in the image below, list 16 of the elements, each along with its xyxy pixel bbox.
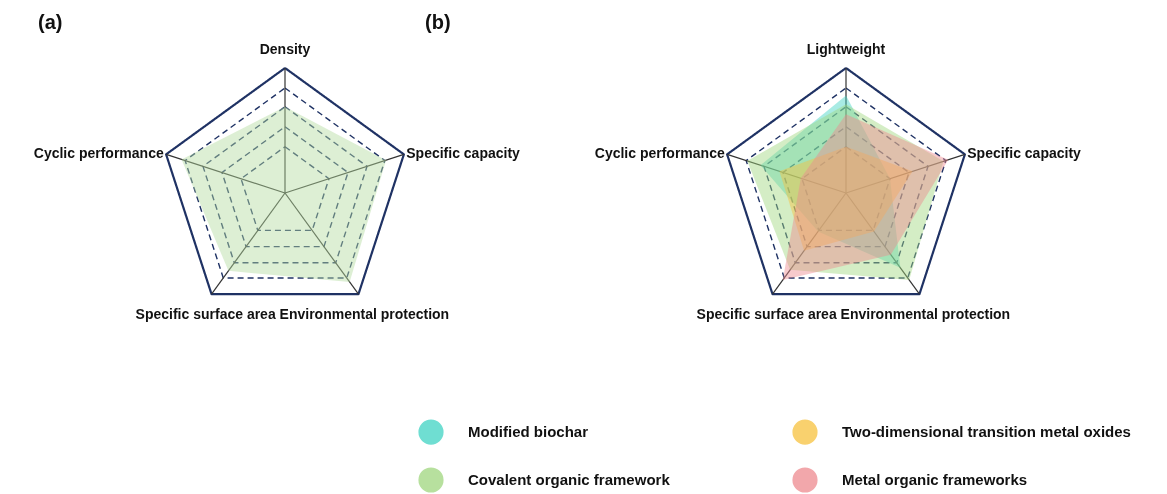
spoke-label: Lightweight (806, 40, 886, 57)
spoke-label: Specific capacity (967, 144, 1082, 161)
legend-label: Two-dimensional transition metal oxides (842, 423, 1131, 441)
spoke-label: Environmental protection (840, 306, 1011, 323)
spoke-label: Density (259, 40, 311, 57)
spoke-label: Specific capacity (406, 144, 521, 161)
legend-label: Metal organic frameworks (842, 471, 1028, 488)
legend-label: Covalent organic framework (468, 471, 671, 488)
chart-title: (b) (425, 10, 451, 33)
spoke-label: Specific surface area (135, 306, 276, 323)
spoke-label: Cyclic performance (33, 144, 164, 161)
spoke-label: Cyclic performance (594, 144, 725, 161)
spoke-label: Environmental protection (279, 306, 450, 323)
legend-label: Modified biochar (468, 423, 589, 441)
spoke-label: Specific surface area (696, 306, 837, 323)
chart-title: (a) (38, 10, 63, 33)
